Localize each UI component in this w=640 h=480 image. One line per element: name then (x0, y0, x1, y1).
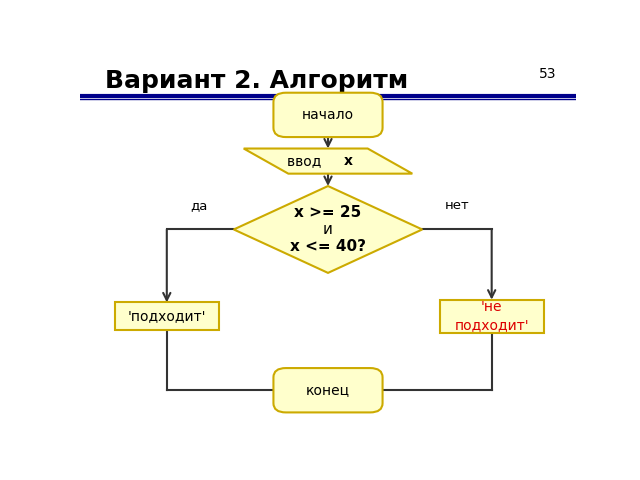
FancyBboxPatch shape (273, 93, 383, 137)
Text: Вариант 2. Алгоритм: Вариант 2. Алгоритм (105, 69, 408, 93)
Text: начало: начало (302, 108, 354, 122)
Text: x >= 25: x >= 25 (294, 205, 362, 220)
Text: нет: нет (445, 199, 469, 212)
FancyBboxPatch shape (115, 302, 219, 330)
Polygon shape (234, 186, 422, 273)
FancyBboxPatch shape (273, 368, 383, 412)
Text: 'подходит': 'подходит' (127, 309, 206, 324)
Text: ввод: ввод (287, 154, 326, 168)
Text: да: да (190, 199, 208, 212)
Text: x: x (343, 154, 353, 168)
Polygon shape (244, 148, 412, 174)
Text: и: и (323, 222, 333, 237)
Text: 'не
подходит': 'не подходит' (454, 300, 529, 333)
Text: конец: конец (306, 383, 350, 397)
FancyBboxPatch shape (440, 300, 544, 333)
Text: x <= 40?: x <= 40? (290, 239, 366, 253)
Text: 53: 53 (539, 67, 556, 81)
